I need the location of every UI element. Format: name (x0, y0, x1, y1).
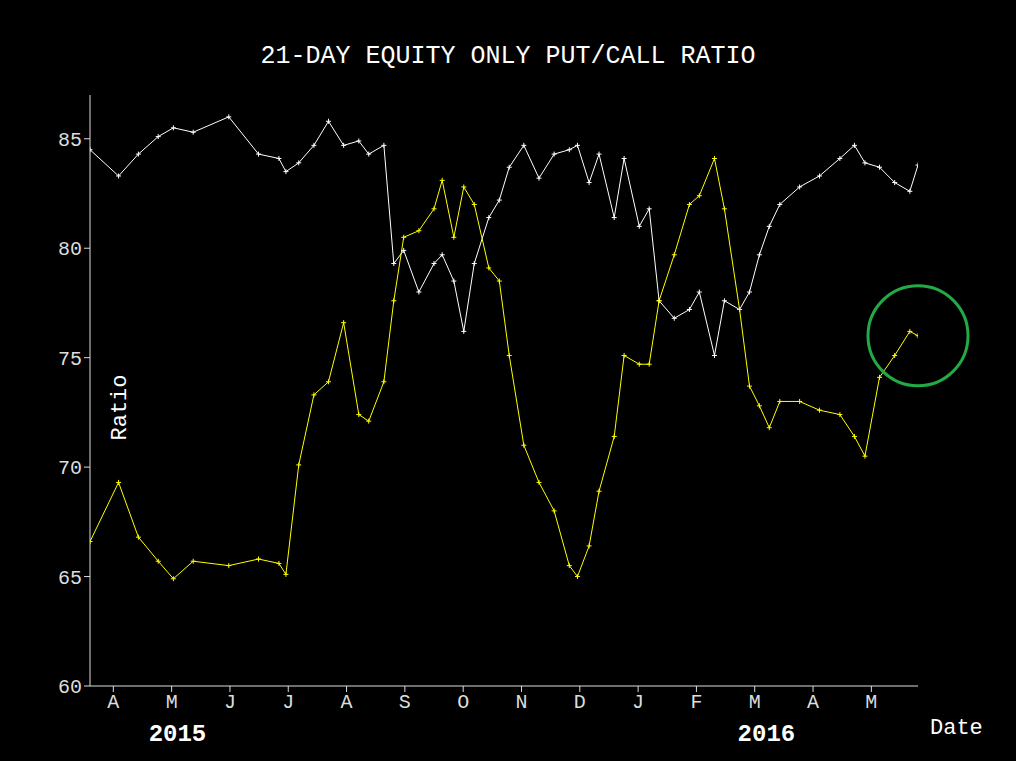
svg-text:A: A (107, 691, 119, 714)
svg-text:J: J (282, 691, 294, 714)
svg-text:75: 75 (58, 348, 82, 371)
svg-text:65: 65 (58, 567, 82, 590)
svg-text:A: A (807, 691, 819, 714)
svg-text:70: 70 (58, 457, 82, 480)
svg-text:80: 80 (58, 238, 82, 261)
svg-text:2016: 2016 (738, 721, 796, 748)
html-text:21-DAY EQUITY ONLY PUT/CALL RA: 21-DAY EQUITY ONLY PUT/CALL RATIO (260, 42, 756, 71)
svg-text:J: J (224, 691, 236, 714)
svg-text:2015: 2015 (149, 721, 207, 748)
svg-text:O: O (457, 691, 469, 714)
svg-text:M: M (166, 691, 178, 714)
svg-text:60: 60 (58, 676, 82, 699)
svg-text:85: 85 (58, 129, 82, 152)
svg-text:A: A (341, 691, 353, 714)
svg-text:M: M (865, 691, 877, 714)
svg-text:N: N (515, 691, 527, 714)
html-text:Date: Date (930, 716, 983, 741)
html-text:Ratio: Ratio (107, 374, 133, 441)
svg-text:M: M (749, 691, 761, 714)
svg-text:J: J (632, 691, 644, 714)
svg-text:S: S (399, 691, 411, 714)
svg-text:D: D (574, 691, 586, 714)
svg-text:F: F (690, 691, 702, 714)
